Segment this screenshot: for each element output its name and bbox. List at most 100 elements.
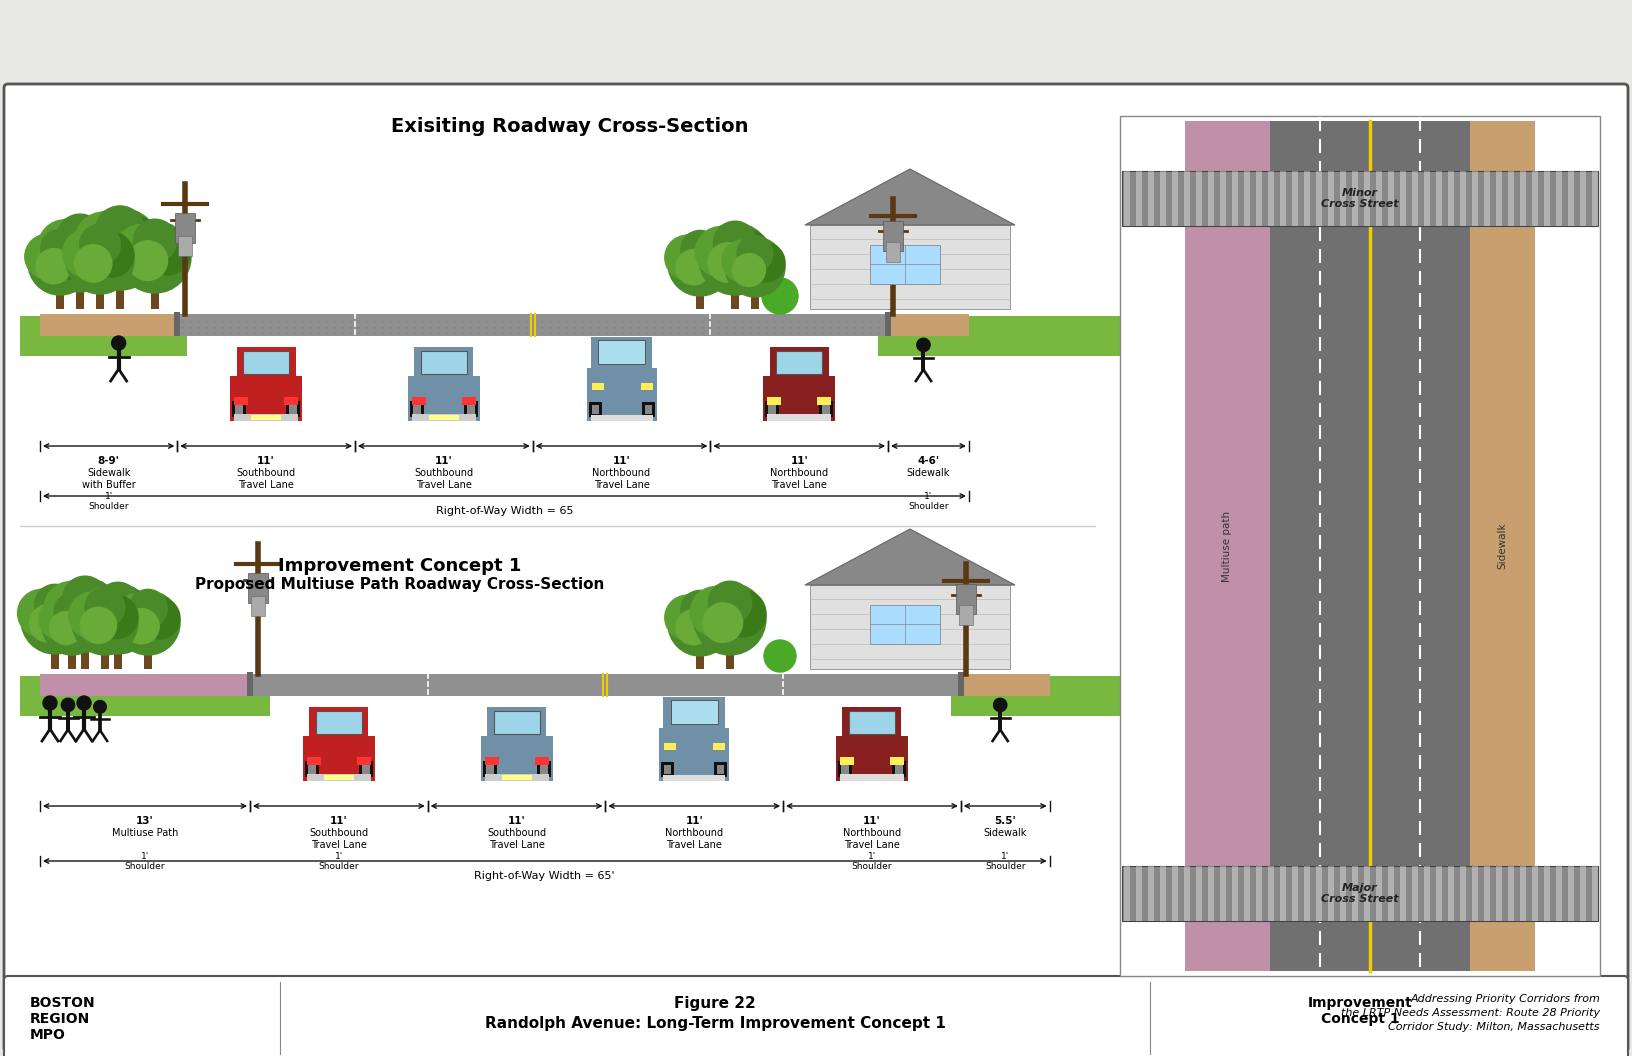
Circle shape <box>134 220 176 262</box>
Bar <box>1257 171 1262 226</box>
Bar <box>1425 171 1430 226</box>
Bar <box>1279 866 1286 921</box>
Text: 1': 1' <box>140 852 149 861</box>
Bar <box>645 406 651 414</box>
Bar <box>731 259 739 309</box>
Bar <box>1436 171 1443 226</box>
Circle shape <box>994 698 1007 712</box>
Bar <box>818 397 831 406</box>
Bar <box>413 404 421 414</box>
Bar <box>1183 171 1190 226</box>
Bar <box>1304 171 1310 226</box>
Bar <box>777 352 823 374</box>
Bar <box>726 619 734 670</box>
Bar <box>885 312 891 336</box>
Circle shape <box>667 592 733 656</box>
Bar <box>408 376 480 421</box>
Text: BOSTON: BOSTON <box>29 996 96 1010</box>
Circle shape <box>41 229 80 268</box>
Bar <box>1160 866 1165 921</box>
Bar <box>1470 121 1536 972</box>
FancyBboxPatch shape <box>3 84 1629 1052</box>
Text: Southbound: Southbound <box>237 468 295 478</box>
Bar <box>1124 171 1129 226</box>
Bar <box>1519 171 1526 226</box>
Bar <box>591 383 604 391</box>
Bar <box>591 337 653 371</box>
Circle shape <box>738 235 774 271</box>
Bar <box>493 712 540 734</box>
Text: 8-9': 8-9' <box>98 456 119 466</box>
Text: 11': 11' <box>258 456 276 466</box>
Circle shape <box>721 240 764 282</box>
Text: Addressing Priority Corridors from: Addressing Priority Corridors from <box>1410 994 1599 1004</box>
Bar <box>1123 171 1598 226</box>
Bar <box>1387 171 1394 226</box>
Bar <box>671 699 718 724</box>
Bar <box>663 775 725 781</box>
Bar <box>1497 171 1501 226</box>
Circle shape <box>90 232 134 277</box>
Circle shape <box>75 212 132 269</box>
Bar <box>769 404 777 414</box>
Bar <box>1532 171 1537 226</box>
Bar <box>640 383 653 391</box>
Circle shape <box>690 239 733 280</box>
Bar <box>889 757 904 766</box>
Circle shape <box>129 589 166 628</box>
Text: Travel Lane: Travel Lane <box>416 480 472 490</box>
Text: Proposed Multiuse Path Roadway Cross-Section: Proposed Multiuse Path Roadway Cross-Sec… <box>196 577 605 591</box>
Bar <box>101 622 109 670</box>
Bar <box>82 615 90 670</box>
Bar <box>1568 171 1573 226</box>
Circle shape <box>64 601 101 640</box>
Bar <box>878 316 1129 356</box>
Circle shape <box>694 583 765 655</box>
Bar <box>1448 171 1454 226</box>
Circle shape <box>708 243 747 282</box>
Bar <box>233 414 299 421</box>
Bar <box>1387 866 1394 921</box>
Bar <box>961 674 1049 696</box>
Circle shape <box>28 231 91 295</box>
Bar <box>888 314 969 336</box>
Circle shape <box>38 220 91 274</box>
Bar <box>1351 866 1358 921</box>
Bar <box>237 346 295 378</box>
Circle shape <box>681 230 720 269</box>
Bar <box>1580 866 1586 921</box>
Bar <box>1340 866 1346 921</box>
Bar <box>1412 866 1418 921</box>
Circle shape <box>49 611 83 644</box>
Bar <box>1328 171 1333 226</box>
Bar <box>359 761 372 777</box>
Text: Travel Lane: Travel Lane <box>488 840 545 850</box>
Circle shape <box>83 584 153 654</box>
Bar <box>1376 866 1382 921</box>
Bar <box>1448 866 1454 921</box>
Bar <box>1315 866 1322 921</box>
Text: Right-of-Way Width = 65': Right-of-Way Width = 65' <box>475 871 615 881</box>
Bar <box>1364 866 1369 921</box>
Circle shape <box>144 228 191 275</box>
Text: 11': 11' <box>790 456 808 466</box>
Bar <box>233 397 248 406</box>
Text: Figure 22: Figure 22 <box>674 996 756 1011</box>
Circle shape <box>75 245 113 282</box>
Text: Northbound: Northbound <box>592 468 651 478</box>
Bar <box>1364 171 1369 226</box>
Bar <box>599 340 645 364</box>
Bar <box>1172 171 1178 226</box>
Bar <box>1208 866 1214 921</box>
Bar <box>55 263 64 309</box>
Circle shape <box>93 700 106 713</box>
Bar <box>836 736 907 781</box>
Circle shape <box>917 338 930 352</box>
Text: 13': 13' <box>135 816 153 826</box>
Text: 11': 11' <box>436 456 452 466</box>
Circle shape <box>119 221 191 293</box>
Bar <box>1293 866 1297 921</box>
Bar <box>463 401 478 417</box>
Circle shape <box>18 589 65 637</box>
Text: Multiuse Path: Multiuse Path <box>113 828 178 838</box>
